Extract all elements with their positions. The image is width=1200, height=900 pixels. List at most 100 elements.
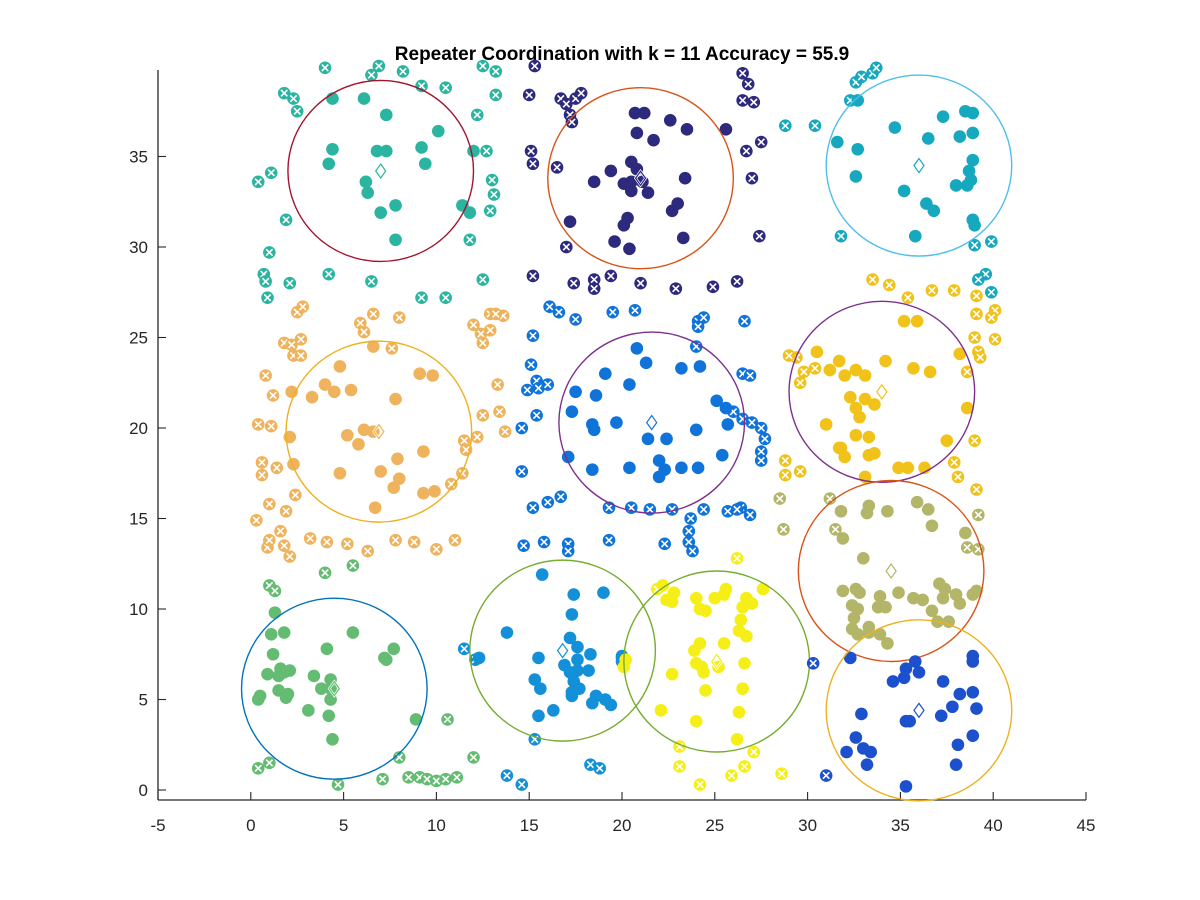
uncovered-point [747, 745, 761, 759]
uncovered-point [901, 291, 915, 304]
repeater-center-halo [374, 161, 388, 181]
covered-point [892, 461, 905, 475]
uncovered-point [725, 769, 738, 782]
uncovered-point [960, 541, 974, 554]
covered-point [960, 401, 974, 415]
uncovered-point [560, 97, 573, 111]
uncovered-point [365, 275, 378, 288]
covered-point [745, 597, 759, 610]
cluster-6 [779, 273, 1002, 496]
uncovered-point [968, 238, 981, 252]
uncovered-point [968, 331, 981, 344]
covered-point [912, 666, 926, 679]
uncovered-point [567, 276, 581, 290]
covered-point [368, 501, 382, 514]
uncovered-point [415, 291, 428, 304]
covered-point [949, 179, 963, 192]
uncovered-point [747, 95, 761, 109]
uncovered-point [467, 318, 480, 332]
repeater-center [913, 702, 925, 719]
covered-point [849, 731, 863, 744]
uncovered-point [444, 477, 458, 491]
uncovered-point [365, 68, 378, 82]
covered-point [532, 651, 545, 665]
covered-point [830, 135, 844, 149]
covered-point [693, 360, 707, 373]
covered-point [736, 682, 749, 695]
covered-point [847, 611, 861, 625]
uncovered-point [264, 419, 278, 433]
uncovered-point [341, 537, 354, 551]
x-tick-label: 0 [246, 816, 255, 835]
covered-point [665, 667, 679, 681]
coverage-circle [788, 300, 976, 483]
covered-point [322, 157, 336, 171]
covered-point [344, 383, 358, 397]
covered-point [563, 215, 577, 228]
covered-point [910, 314, 924, 328]
covered-point [886, 675, 900, 688]
uncovered-point [541, 495, 555, 509]
x-tick-label: 30 [798, 816, 817, 835]
covered-point [966, 655, 980, 668]
covered-point [266, 647, 280, 661]
uncovered-point [491, 378, 504, 391]
uncovered-point [736, 94, 749, 107]
uncovered-point [526, 157, 540, 171]
uncovered-point [745, 171, 759, 185]
coverage-circle [797, 479, 985, 663]
covered-point [287, 457, 300, 471]
uncovered-point [779, 119, 792, 133]
uncovered-point [819, 769, 833, 782]
uncovered-point [528, 59, 542, 73]
covered-point [302, 704, 315, 717]
uncovered-point [985, 311, 998, 324]
covered-point [535, 568, 549, 581]
uncovered-point [587, 273, 601, 286]
uncovered-point [779, 454, 792, 467]
y-tick-label: 20 [129, 419, 148, 438]
covered-point [953, 687, 967, 701]
covered-point [264, 628, 278, 641]
covered-point [697, 666, 710, 679]
uncovered-point [277, 539, 291, 552]
x-tick-label: -5 [150, 816, 165, 835]
uncovered-point [259, 275, 272, 288]
uncovered-point [541, 378, 555, 391]
uncovered-point [251, 175, 265, 189]
uncovered-point [517, 539, 530, 552]
uncovered-point [251, 418, 265, 431]
uncovered-point [754, 445, 768, 458]
uncovered-point [361, 544, 375, 558]
uncovered-point [396, 65, 410, 78]
coverage-circle [825, 74, 1013, 257]
y-tick-label: 0 [139, 781, 148, 800]
uncovered-point [263, 533, 276, 547]
covered-point [849, 428, 863, 442]
uncovered-point [745, 416, 759, 429]
covered-point [719, 123, 733, 136]
covered-point [604, 164, 618, 178]
covered-point [341, 428, 354, 442]
covered-point [630, 342, 644, 355]
covered-point [584, 647, 597, 661]
covered-point [717, 637, 731, 650]
uncovered-point [476, 273, 490, 286]
uncovered-point [389, 533, 402, 547]
uncovered-point [970, 483, 983, 496]
uncovered-point [303, 532, 317, 545]
covered-point [843, 390, 857, 404]
covered-point [387, 642, 401, 656]
covered-point [680, 123, 694, 136]
uncovered-point [263, 756, 276, 770]
covered-point [881, 637, 894, 650]
covered-point [652, 470, 666, 484]
covered-point [391, 452, 404, 466]
uncovered-point [487, 188, 501, 201]
uncovered-point [448, 533, 462, 547]
covered-point [621, 211, 634, 225]
covered-point [966, 106, 980, 120]
covered-point [942, 615, 955, 628]
covered-point [534, 682, 547, 695]
